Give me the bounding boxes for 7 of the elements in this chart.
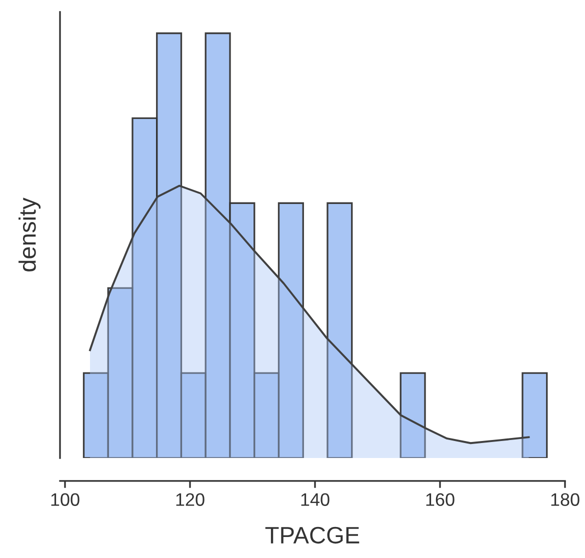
x-axis-title: TPACGE: [265, 526, 360, 544]
x-tick-label: 180: [551, 493, 580, 506]
x-tick-label: 140: [301, 493, 330, 506]
x-tick-label: 120: [176, 493, 204, 506]
x-tick-label: 100: [51, 493, 80, 506]
y-axis-title: density: [18, 198, 41, 272]
x-tick-label: 160: [426, 493, 454, 506]
